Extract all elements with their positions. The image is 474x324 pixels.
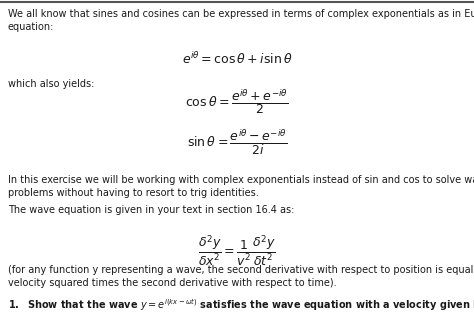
Text: In this exercise we will be working with complex exponentials instead of sin and: In this exercise we will be working with… — [8, 175, 474, 198]
Text: which also yields:: which also yields: — [8, 79, 94, 89]
Text: (for any function y representing a wave, the second derivative with respect to p: (for any function y representing a wave,… — [8, 265, 474, 288]
Text: We all know that sines and cosines can be expressed in terms of complex exponent: We all know that sines and cosines can b… — [8, 9, 474, 32]
Text: $\sin\theta = \dfrac{e^{i\theta} - e^{-i\theta}}{2i}$: $\sin\theta = \dfrac{e^{i\theta} - e^{-i… — [187, 127, 287, 157]
Text: $\dfrac{\delta^2 y}{\delta x^2} = \dfrac{1}{v^2}\dfrac{\delta^2 y}{\delta t^2}$: $\dfrac{\delta^2 y}{\delta x^2} = \dfrac… — [198, 233, 276, 268]
Text: $\cos\theta = \dfrac{e^{i\theta} + e^{-i\theta}}{2}$: $\cos\theta = \dfrac{e^{i\theta} + e^{-i… — [185, 87, 289, 116]
Text: $\mathbf{1.}$  Show that the wave $y = e^{i(kx-\omega t)}$ satisfies the wave eq: $\mathbf{1.}$ Show that the wave $y = e^… — [8, 297, 474, 313]
Text: The wave equation is given in your text in section 16.4 as:: The wave equation is given in your text … — [8, 205, 294, 215]
Text: $e^{i\theta} = \cos\theta + i\sin\theta$: $e^{i\theta} = \cos\theta + i\sin\theta$ — [182, 51, 292, 67]
